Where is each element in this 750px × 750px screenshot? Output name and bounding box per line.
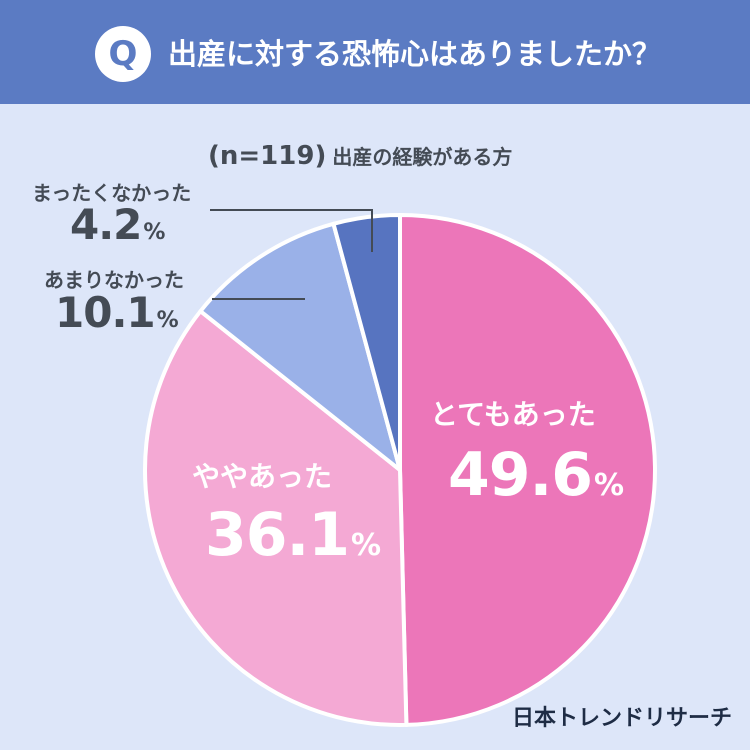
brand-logo: 日本トレンドリサーチ xyxy=(511,706,732,731)
value-text: 10.1 xyxy=(55,288,156,337)
slice-value-とてもあった: 49.6% xyxy=(448,440,624,510)
pie-slice-とてもあった xyxy=(398,213,657,727)
slice-label-ややあった: ややあった xyxy=(192,460,333,493)
slice-label-とてもあった: とてもあった xyxy=(430,398,596,431)
percent-sign: % xyxy=(351,528,381,563)
pie-slice-あまりなかった xyxy=(198,221,402,472)
sample-info: (n=119) 出産の経験がある方 xyxy=(208,138,512,177)
percent-sign: % xyxy=(594,468,624,503)
callout-value-まったくなかった: 4.2% xyxy=(70,200,165,249)
pie-slice-まったくなかった xyxy=(331,213,402,472)
value-text: 4.2 xyxy=(70,200,142,249)
q-badge-icon: Q xyxy=(95,26,151,82)
question-banner: Q 出産に対する恐怖心はありましたか？ xyxy=(0,0,750,104)
percent-sign: % xyxy=(156,308,179,333)
value-text: 49.6 xyxy=(448,440,593,510)
pie-slice-ややあった xyxy=(143,309,409,727)
leader-line-まったくなかった xyxy=(210,209,373,252)
question-title: 出産に対する恐怖心はありましたか？ xyxy=(168,37,662,71)
callout-label-あまりなかった: あまりなかった xyxy=(44,268,184,292)
percent-sign: % xyxy=(143,220,165,245)
slice-value-ややあった: 36.1% xyxy=(205,500,381,570)
value-text: 36.1 xyxy=(205,500,350,570)
callout-label-まったくなかった: まったくなかった xyxy=(32,181,192,205)
sample-description: 出産の経験がある方 xyxy=(332,145,513,169)
sample-size: (n=119) xyxy=(208,141,327,171)
callout-value-あまりなかった: 10.1% xyxy=(55,288,179,337)
